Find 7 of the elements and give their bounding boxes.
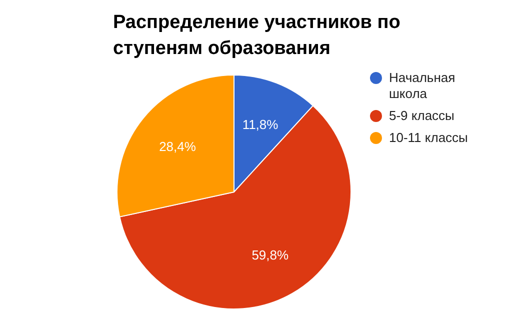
data-label: 28,4% — [159, 138, 196, 154]
data-label: 11,8% — [242, 116, 279, 132]
data-label: 59,8% — [252, 247, 290, 262]
legend-label: 10-11 классы — [389, 130, 469, 146]
legend-label: 5-9 классы — [389, 108, 456, 124]
chart-title: Распределение участников по ступеням образования — [113, 11, 402, 61]
legend-label: Начальная школа — [389, 70, 456, 102]
